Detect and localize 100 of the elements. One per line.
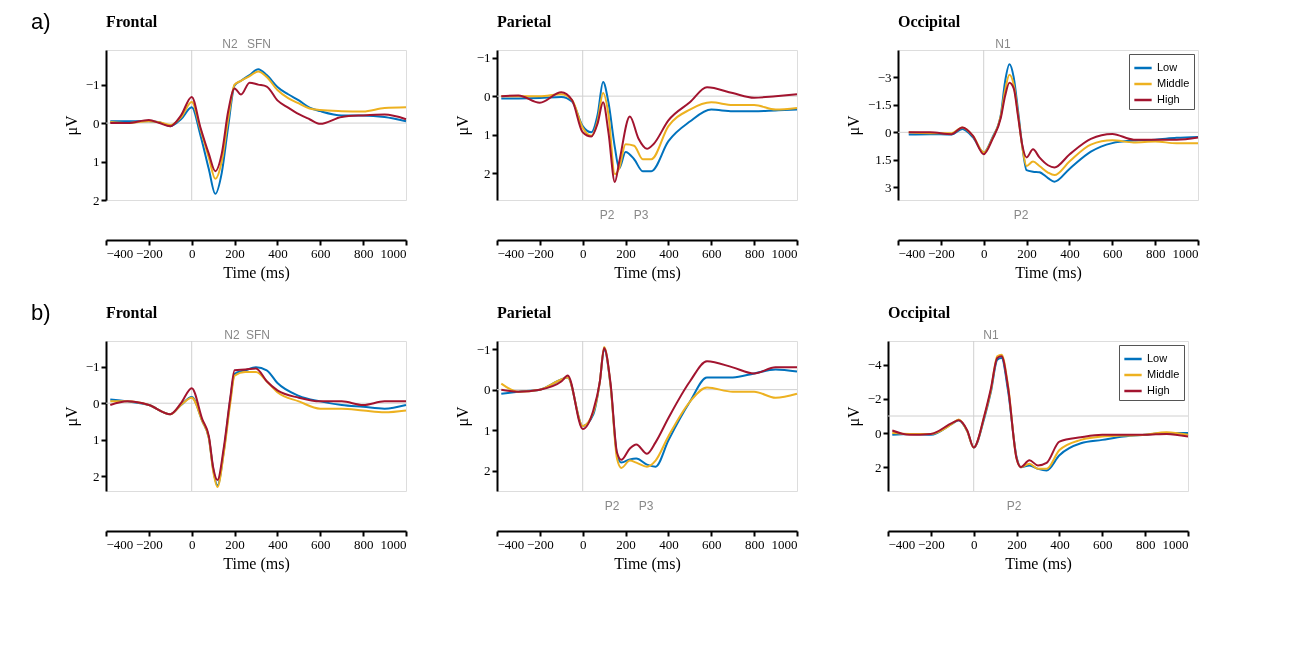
chart-title: Occipital	[888, 304, 951, 322]
y-tick-label: 2	[93, 192, 100, 208]
x-tick-label: 1000	[1172, 245, 1199, 261]
x-tick-label: 800	[353, 245, 374, 261]
annotation: N1	[983, 328, 999, 342]
line-series	[907, 81, 1199, 169]
y-axis-title: μV	[844, 405, 863, 427]
y-tick-label: 1	[93, 432, 100, 448]
y-axis-title: μV	[844, 114, 863, 136]
x-tick-label: 800	[1145, 245, 1166, 261]
text: P2	[1006, 499, 1022, 513]
annotation: N2	[222, 37, 238, 51]
y-tick-label: −2	[867, 391, 882, 407]
x-tick-label: −200	[526, 536, 554, 552]
x-tick-label: 800	[744, 245, 765, 261]
x-tick-label: 600	[702, 536, 722, 552]
y-axis-title: μV	[453, 405, 472, 427]
x-axis-title: Time (ms)	[223, 263, 290, 282]
x-tick-label: 0	[579, 245, 587, 261]
legend-label: Low	[1147, 352, 1168, 364]
text: P3	[638, 499, 654, 513]
y-tick-label: 0	[484, 88, 491, 104]
chart-title: Frontal	[106, 13, 158, 30]
x-tick-label: −400	[106, 245, 134, 261]
text: P3	[633, 208, 649, 222]
x-tick-label: 800	[353, 536, 374, 552]
x-tick-label: −400	[888, 536, 916, 552]
y-tick-label: 1	[484, 422, 491, 438]
x-axis-title: Time (ms)	[1015, 263, 1082, 282]
y-tick-label: 0	[93, 395, 100, 411]
y-tick-label: 2	[93, 468, 100, 484]
x-tick-label: 1000	[771, 536, 798, 552]
x-tick-label: −400	[497, 245, 525, 261]
y-axis-title: μV	[62, 114, 81, 136]
line-series	[109, 81, 407, 173]
chart-title: Frontal	[106, 304, 158, 321]
text: P2	[599, 208, 615, 222]
x-tick-label: 1000	[380, 536, 407, 552]
x-tick-label: 400	[1060, 245, 1080, 261]
x-tick-label: 1000	[380, 245, 407, 261]
y-tick-label: 1	[93, 154, 100, 170]
y-tick-label: −3	[877, 69, 892, 85]
legend-label: Middle	[1147, 368, 1180, 380]
x-tick-label: 1000	[771, 245, 798, 261]
x-tick-label: 0	[188, 245, 196, 261]
legend-label: Middle	[1157, 77, 1190, 89]
y-tick-label: −1.5	[867, 97, 892, 113]
chart-title: Occipital	[898, 13, 961, 31]
x-tick-label: −400	[106, 536, 134, 552]
x-tick-label: −200	[135, 245, 163, 261]
x-tick-label: 400	[1050, 536, 1070, 552]
x-tick-label: 400	[268, 245, 288, 261]
x-tick-label: 200	[225, 245, 245, 261]
x-tick-label: 600	[1103, 245, 1123, 261]
legend-label: High	[1157, 93, 1180, 105]
y-tick-label: −1	[476, 50, 491, 66]
legend-label: Low	[1157, 61, 1178, 73]
x-tick-label: −200	[927, 245, 955, 261]
text: b)	[31, 300, 51, 325]
y-tick-label: 1.5	[875, 152, 892, 168]
y-tick-label: −1	[476, 341, 491, 357]
x-tick-label: 0	[188, 536, 196, 552]
line-series	[500, 80, 798, 173]
x-tick-label: −200	[917, 536, 945, 552]
x-tick-label: −200	[135, 536, 163, 552]
x-tick-label: 600	[702, 245, 722, 261]
annotation: N1	[995, 37, 1011, 51]
text: a)	[31, 9, 51, 34]
x-tick-label: 400	[659, 536, 679, 552]
y-tick-label: 0	[875, 425, 882, 441]
x-tick-label: 0	[579, 536, 587, 552]
annotation: SFN	[246, 328, 270, 342]
x-axis-title: Time (ms)	[223, 554, 290, 573]
x-tick-label: 200	[225, 536, 245, 552]
x-tick-label: 200	[616, 245, 636, 261]
x-tick-label: 0	[970, 536, 978, 552]
y-tick-label: 0	[484, 382, 491, 398]
annotation: SFN	[247, 37, 271, 51]
x-tick-label: 1000	[1162, 536, 1189, 552]
x-axis-title: Time (ms)	[1005, 554, 1072, 573]
annotation: N2	[224, 328, 240, 342]
text: P2	[604, 499, 620, 513]
x-tick-label: −400	[497, 536, 525, 552]
x-tick-label: 800	[744, 536, 765, 552]
y-tick-label: 0	[93, 115, 100, 131]
y-tick-label: 2	[875, 459, 882, 475]
y-tick-label: 2	[484, 463, 491, 479]
x-tick-label: 600	[311, 536, 331, 552]
y-tick-label: −1	[85, 359, 100, 375]
y-tick-label: −1	[85, 77, 100, 93]
y-tick-label: 2	[484, 165, 491, 181]
x-tick-label: 200	[616, 536, 636, 552]
x-tick-label: 800	[1135, 536, 1156, 552]
x-tick-label: 600	[311, 245, 331, 261]
x-tick-label: 600	[1093, 536, 1113, 552]
x-tick-label: −200	[526, 245, 554, 261]
x-tick-label: 400	[659, 245, 679, 261]
y-tick-label: 0	[885, 124, 892, 140]
y-tick-label: 1	[484, 127, 491, 143]
legend-label: High	[1147, 384, 1170, 396]
